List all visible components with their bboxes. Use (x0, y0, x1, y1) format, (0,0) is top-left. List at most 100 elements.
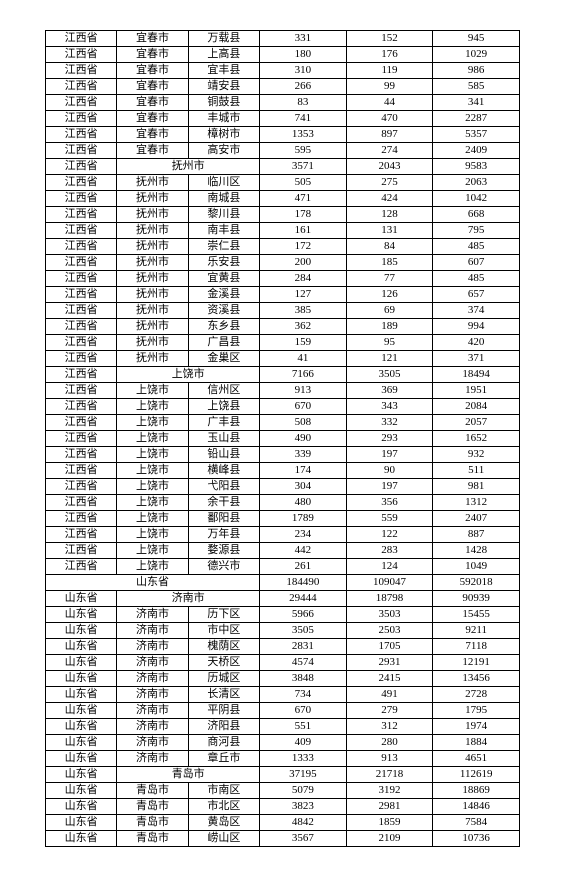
cell-county: 婺源县 (188, 543, 259, 559)
city-summary: 上饶市 (117, 367, 260, 383)
cell-n1: 261 (260, 559, 347, 575)
cell-city: 宜春市 (117, 31, 188, 47)
cell-county: 市北区 (188, 799, 259, 815)
table-row: 江西省宜春市樟树市13538975357 (46, 127, 520, 143)
cell-province: 山东省 (46, 719, 117, 735)
cell-n1: 180 (260, 47, 347, 63)
cell-n2: 152 (346, 31, 433, 47)
cell-county: 崇仁县 (188, 239, 259, 255)
cell-n3: 485 (433, 239, 520, 255)
cell-n1: 362 (260, 319, 347, 335)
cell-n2: 424 (346, 191, 433, 207)
cell-n1: 471 (260, 191, 347, 207)
cell-n2: 128 (346, 207, 433, 223)
cell-n3: 2728 (433, 687, 520, 703)
cell-n2: 197 (346, 479, 433, 495)
cell-n3: 13456 (433, 671, 520, 687)
cell-province: 江西省 (46, 191, 117, 207)
cell-city: 济南市 (117, 703, 188, 719)
cell-n3: 10736 (433, 831, 520, 847)
table-row: 山东省济南市294441879890939 (46, 591, 520, 607)
cell-city: 上饶市 (117, 463, 188, 479)
cell-province: 江西省 (46, 287, 117, 303)
cell-county: 玉山县 (188, 431, 259, 447)
cell-province: 江西省 (46, 271, 117, 287)
cell-province: 山东省 (46, 639, 117, 655)
province-summary: 山东省 (46, 575, 260, 591)
cell-county: 金溪县 (188, 287, 259, 303)
cell-county: 信州区 (188, 383, 259, 399)
cell-county: 铅山县 (188, 447, 259, 463)
cell-n1: 83 (260, 95, 347, 111)
cell-province: 江西省 (46, 319, 117, 335)
cell-province: 江西省 (46, 559, 117, 575)
cell-province: 江西省 (46, 223, 117, 239)
cell-n1: 913 (260, 383, 347, 399)
cell-county: 长清区 (188, 687, 259, 703)
table-row: 江西省上饶市鄱阳县17895592407 (46, 511, 520, 527)
cell-n3: 420 (433, 335, 520, 351)
cell-n3: 1652 (433, 431, 520, 447)
cell-city: 抚州市 (117, 287, 188, 303)
cell-n3: 1428 (433, 543, 520, 559)
cell-n1: 5966 (260, 607, 347, 623)
cell-county: 南城县 (188, 191, 259, 207)
cell-city: 上饶市 (117, 559, 188, 575)
cell-county: 临川区 (188, 175, 259, 191)
cell-province: 江西省 (46, 431, 117, 447)
cell-county: 黎川县 (188, 207, 259, 223)
cell-province: 江西省 (46, 127, 117, 143)
table-row: 江西省宜春市靖安县26699585 (46, 79, 520, 95)
cell-n2: 369 (346, 383, 433, 399)
cell-n3: 592018 (433, 575, 520, 591)
cell-n1: 37195 (260, 767, 347, 783)
cell-province: 山东省 (46, 815, 117, 831)
cell-county: 丰城市 (188, 111, 259, 127)
cell-city: 济南市 (117, 639, 188, 655)
cell-n3: 1974 (433, 719, 520, 735)
cell-province: 江西省 (46, 367, 117, 383)
cell-province: 山东省 (46, 783, 117, 799)
cell-n3: 7584 (433, 815, 520, 831)
cell-province: 山东省 (46, 831, 117, 847)
cell-n2: 176 (346, 47, 433, 63)
cell-county: 资溪县 (188, 303, 259, 319)
cell-province: 山东省 (46, 655, 117, 671)
cell-county: 金巢区 (188, 351, 259, 367)
table-row: 江西省上饶市德兴市2611241049 (46, 559, 520, 575)
cell-n3: 2057 (433, 415, 520, 431)
cell-city: 青岛市 (117, 783, 188, 799)
cell-n3: 607 (433, 255, 520, 271)
cell-n3: 485 (433, 271, 520, 287)
cell-n3: 1312 (433, 495, 520, 511)
cell-n1: 551 (260, 719, 347, 735)
cell-county: 历城区 (188, 671, 259, 687)
cell-county: 平阴县 (188, 703, 259, 719)
cell-county: 南丰县 (188, 223, 259, 239)
cell-n3: 994 (433, 319, 520, 335)
city-summary: 济南市 (117, 591, 260, 607)
cell-county: 市南区 (188, 783, 259, 799)
cell-city: 抚州市 (117, 175, 188, 191)
cell-n1: 409 (260, 735, 347, 751)
cell-n2: 109047 (346, 575, 433, 591)
cell-province: 江西省 (46, 447, 117, 463)
cell-n1: 385 (260, 303, 347, 319)
table-row: 江西省抚州市临川区5052752063 (46, 175, 520, 191)
cell-city: 上饶市 (117, 415, 188, 431)
cell-n3: 9583 (433, 159, 520, 175)
cell-province: 江西省 (46, 111, 117, 127)
cell-n3: 2084 (433, 399, 520, 415)
cell-n2: 3192 (346, 783, 433, 799)
cell-province: 江西省 (46, 383, 117, 399)
cell-n2: 356 (346, 495, 433, 511)
cell-n2: 119 (346, 63, 433, 79)
cell-city: 济南市 (117, 735, 188, 751)
cell-city: 宜春市 (117, 63, 188, 79)
table-row: 江西省上饶市信州区9133691951 (46, 383, 520, 399)
cell-province: 山东省 (46, 671, 117, 687)
city-summary: 青岛市 (117, 767, 260, 783)
cell-province: 山东省 (46, 607, 117, 623)
cell-n3: 657 (433, 287, 520, 303)
table-row: 江西省抚州市金溪县127126657 (46, 287, 520, 303)
